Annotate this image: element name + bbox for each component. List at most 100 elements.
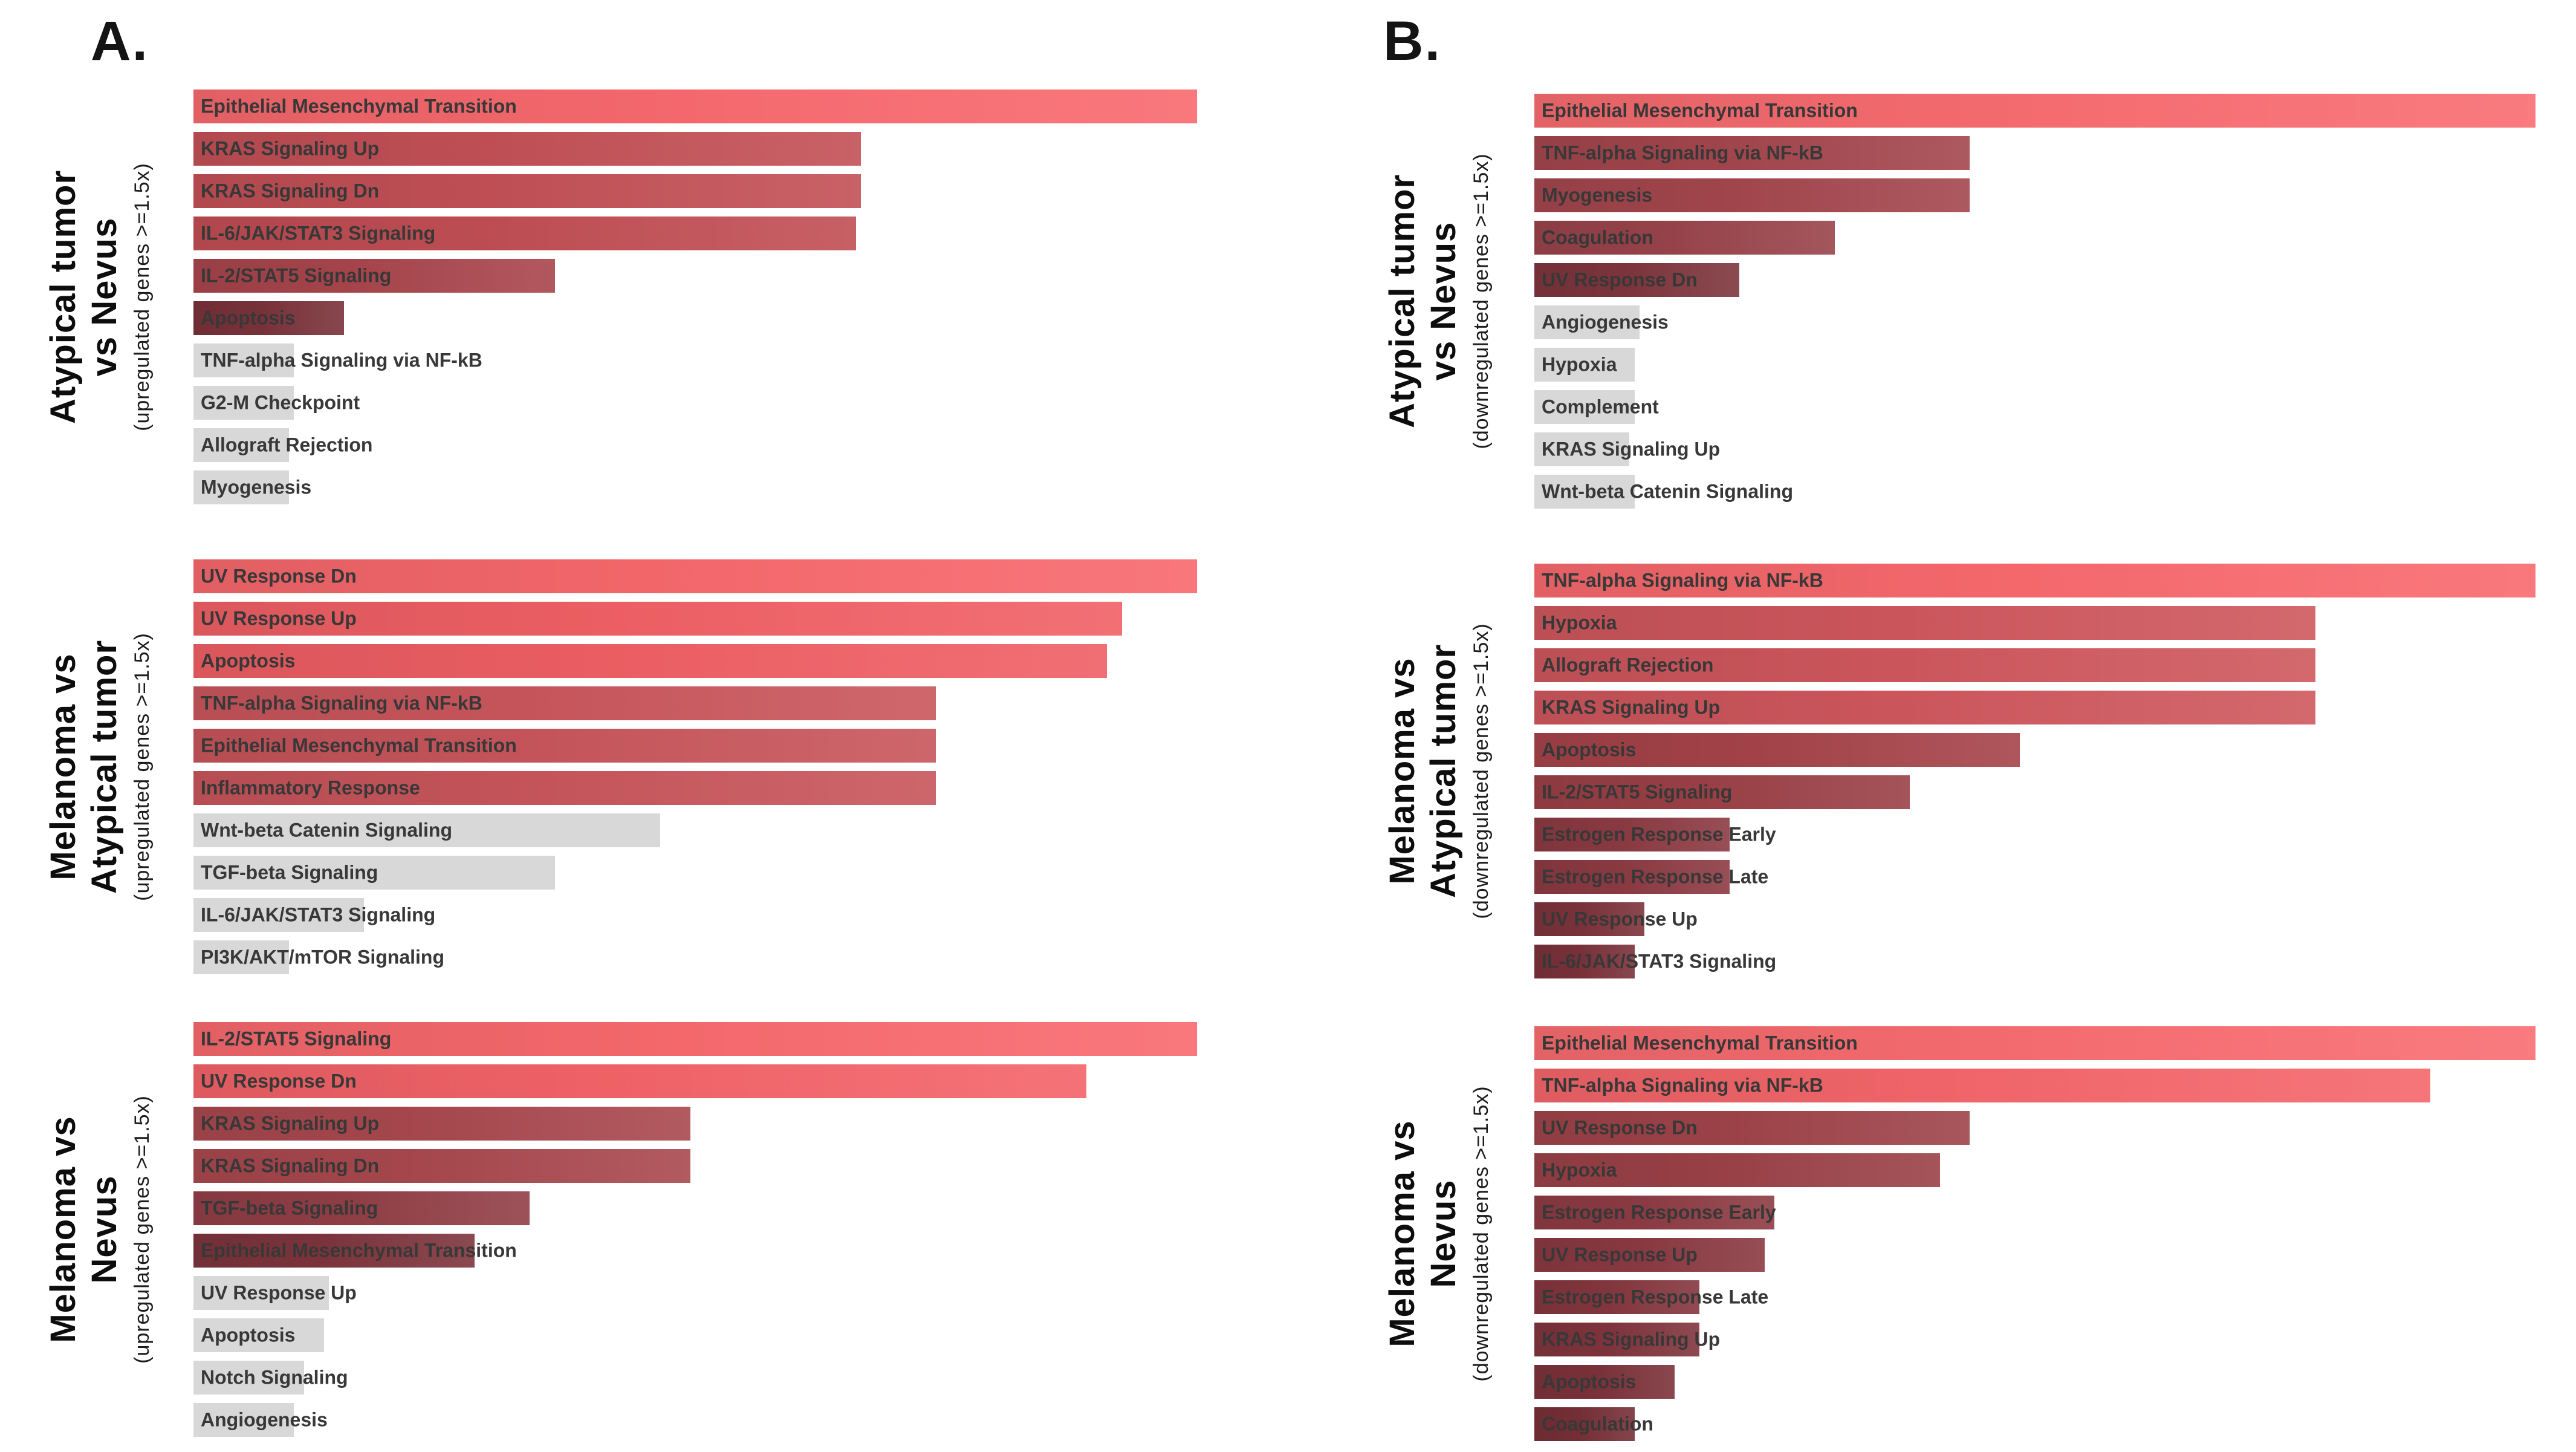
group-title: Atypical tumor vs Nevus <box>43 169 124 425</box>
bar-label: TNF-alpha Signaling via NF-kB <box>201 692 482 714</box>
bar-label: UV Response Dn <box>1542 269 1698 291</box>
bar <box>1534 94 2535 128</box>
bar <box>193 90 1197 123</box>
group-subtitle: (downregulated genes >=1.5x) <box>1469 623 1493 919</box>
bar-row: Hypoxia <box>1534 1153 2535 1187</box>
bar <box>193 301 344 335</box>
bar-row: G2-M Checkpoint <box>193 386 1197 420</box>
bar-row: TNF-alpha Signaling via NF-kB <box>193 686 1197 720</box>
bar <box>193 559 1197 593</box>
bar-row: Estrogen Response Late <box>1534 1280 2535 1314</box>
bar <box>1534 1111 1970 1145</box>
bar-row: Epithelial Mesenchymal Transition <box>193 729 1197 763</box>
group-label-atypical-vs-nevus-upregulated: Atypical tumor vs Nevus (upregulated gene… <box>9 90 187 504</box>
panel-label-b: B. <box>1383 10 1441 72</box>
bar <box>193 1318 324 1352</box>
bar-label: Coagulation <box>1542 226 1653 249</box>
bar <box>193 856 555 890</box>
bar-row: UV Response Dn <box>193 559 1197 593</box>
bar-row: Apoptosis <box>1534 1365 2535 1399</box>
bar-label: TNF-alpha Signaling via NF-kB <box>201 349 482 371</box>
bar-row: Wnt-beta Catenin Signaling <box>1534 475 2535 509</box>
bar-label: IL-6/JAK/STAT3 Signaling <box>201 222 436 244</box>
bar-row: Complement <box>1534 390 2535 424</box>
bar-row: Hypoxia <box>1534 606 2535 640</box>
bar <box>1534 1280 1700 1314</box>
bar-label: Wnt-beta Catenin Signaling <box>201 819 452 841</box>
bar-row: Notch Signaling <box>193 1361 1197 1395</box>
bar <box>193 686 936 720</box>
bar-label: Notch Signaling <box>201 1366 348 1389</box>
group-label-melanoma-vs-atypical-downregulated: Melanoma vs Atypical tumor (downregulated… <box>1347 564 1528 978</box>
bar <box>1534 648 2315 682</box>
bar <box>193 132 861 166</box>
bar-label: TNF-alpha Signaling via NF-kB <box>1542 569 1823 591</box>
chart-melanoma-vs-nevus-downregulated: Epithelial Mesenchymal Transition TNF-alp… <box>1534 1026 2535 1441</box>
bar-label: IL-2/STAT5 Signaling <box>201 1027 392 1050</box>
bar-label: Complement <box>1542 396 1659 418</box>
bar <box>1534 691 2315 724</box>
bar-row: KRAS Signaling Up <box>1534 691 2535 724</box>
bar-label: Apoptosis <box>201 649 296 672</box>
bar <box>193 729 936 763</box>
bar <box>193 386 294 420</box>
bar-label: Apoptosis <box>201 307 296 329</box>
bar <box>1534 1407 1635 1441</box>
bar <box>193 216 856 250</box>
bar-label: Estrogen Response Early <box>1542 823 1776 845</box>
bar-row: KRAS Signaling Dn <box>193 174 1197 208</box>
bar-label: IL-2/STAT5 Signaling <box>1542 781 1733 803</box>
bar-label: Allograft Rejection <box>1542 654 1714 676</box>
bar-row: Apoptosis <box>1534 733 2535 767</box>
bar-row: PI3K/AKT/mTOR Signaling <box>193 940 1197 974</box>
bar <box>1534 860 1730 894</box>
group-label-atypical-vs-nevus-downregulated: Atypical tumor vs Nevus (downregulated ge… <box>1347 94 1528 509</box>
bar-label: Apoptosis <box>201 1324 296 1346</box>
bar <box>193 644 1107 678</box>
bar-row: Angiogenesis <box>1534 305 2535 339</box>
bar-label: Estrogen Response Late <box>1542 1286 1769 1308</box>
bar-label: KRAS Signaling Dn <box>201 180 380 202</box>
group-title: Melanoma vs Atypical tumor <box>1383 643 1464 899</box>
bar-row: KRAS Signaling Up <box>193 1107 1197 1141</box>
bar-label: Coagulation <box>1542 1413 1653 1435</box>
group-label-melanoma-vs-nevus-downregulated: Melanoma vs Nevus (downregulated genes >=… <box>1347 1026 1528 1441</box>
bar-label: Estrogen Response Late <box>1542 865 1769 888</box>
group-subtitle: (upregulated genes >=1.5x) <box>130 1095 154 1364</box>
bar-row: Coagulation <box>1534 1407 2535 1441</box>
bar <box>1534 818 1730 851</box>
bar-row: Estrogen Response Early <box>1534 1196 2535 1229</box>
bar-label: Angiogenesis <box>1542 311 1669 333</box>
bar-label: KRAS Signaling Up <box>1542 696 1721 718</box>
bar <box>1534 263 1740 297</box>
bar <box>193 343 294 377</box>
bar <box>193 1064 1087 1098</box>
bar-row: TNF-alpha Signaling via NF-kB <box>1534 564 2535 597</box>
bar-row: Epithelial Mesenchymal Transition <box>193 90 1197 123</box>
bar <box>1534 1026 2535 1060</box>
bar-label: Myogenesis <box>1542 184 1653 206</box>
bar <box>1534 1365 1675 1399</box>
chart-melanoma-vs-nevus-upregulated: IL-2/STAT5 Signaling UV Response Dn KRAS S… <box>193 1022 1197 1437</box>
bar <box>1534 348 1635 382</box>
group-label-melanoma-vs-nevus-upregulated: Melanoma vs Nevus (upregulated genes >=1.… <box>9 1022 187 1437</box>
bar-label: Allograft Rejection <box>201 434 373 456</box>
bar-row: UV Response Dn <box>193 1064 1197 1098</box>
bar-row: Myogenesis <box>1534 178 2535 212</box>
bar-row: TNF-alpha Signaling via NF-kB <box>1534 136 2535 170</box>
bar <box>193 259 555 293</box>
bar-label: Epithelial Mesenchymal Transition <box>201 734 517 757</box>
bar-label: Angiogenesis <box>201 1408 328 1431</box>
bar <box>1534 1238 1765 1272</box>
bar-row: TNF-alpha Signaling via NF-kB <box>193 343 1197 377</box>
bar <box>193 1149 690 1183</box>
bar-label: UV Response Dn <box>201 565 357 587</box>
bar <box>193 174 861 208</box>
bar <box>193 813 660 847</box>
bar-row: Apoptosis <box>193 1318 1197 1352</box>
bar-label: IL-6/JAK/STAT3 Signaling <box>1542 950 1777 972</box>
bar-row: Myogenesis <box>193 470 1197 504</box>
bar-row: KRAS Signaling Up <box>1534 1323 2535 1356</box>
bar <box>1534 305 1640 339</box>
